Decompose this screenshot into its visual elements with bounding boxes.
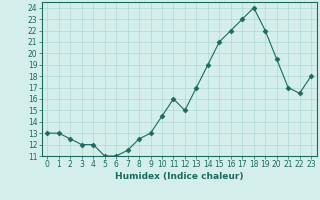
X-axis label: Humidex (Indice chaleur): Humidex (Indice chaleur) (115, 172, 244, 181)
